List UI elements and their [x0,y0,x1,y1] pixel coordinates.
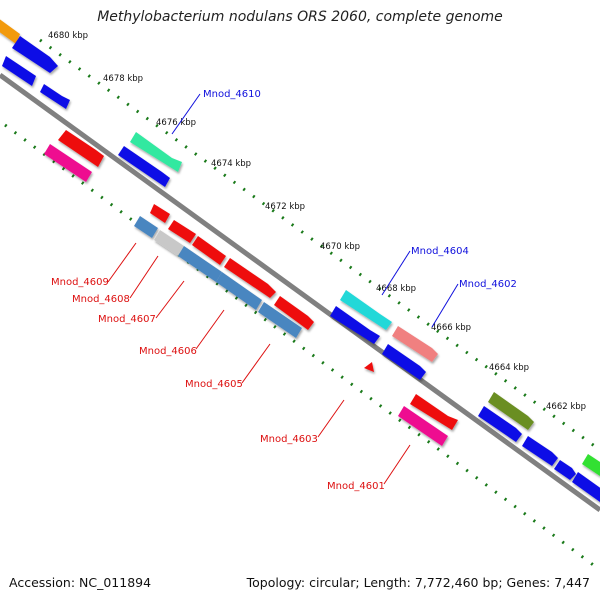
scale-label: 4664 kbp [489,363,529,373]
gene-arrow-olive [488,392,534,430]
leader-line [381,250,411,296]
scale-label: 4674 kbp [211,159,251,169]
scale-label: 4668 kbp [376,284,416,294]
gene-arrow-blue [572,472,600,502]
gene-label: Mnod_4606 [139,346,197,357]
gene-arrow-blue [330,306,380,344]
inner-scale-line [4,123,600,572]
leader-line [107,242,137,283]
gene-arrow-blue [40,84,70,109]
leader-line [129,255,159,299]
gene-label: Mnod_4602 [459,279,517,290]
leader-line [317,399,345,438]
gene-label: Mnod_4601 [327,481,385,492]
gene-arrow-magenta [44,144,92,182]
summary-text: Topology: circular; Length: 7,772,460 bp… [246,575,590,590]
gene-arrow-blue [2,56,36,86]
gene-arrow-blue [554,460,576,480]
gene-arrow-blue [118,146,170,187]
accession-text: Accession: NC_011894 [9,575,152,590]
gene-label: Mnod_4605 [185,379,243,390]
scale-label: 4670 kbp [320,242,360,252]
gene-arrow-red [168,220,196,243]
gene-arrow-blue [12,36,58,73]
genome-backbone [0,72,600,513]
gene-arrow-red [224,258,276,298]
gene-label: Mnod_4603 [260,434,318,445]
leader-line [241,343,271,384]
gene-arrow-magenta [398,406,448,446]
gene-arrow-steelblue [216,272,262,310]
gene-arrow-blue [478,406,522,442]
gene-arrow-grey [154,230,184,256]
scale-label: 4680 kbp [48,31,88,41]
leader-line [383,444,411,485]
gene-arrow-orange [0,19,20,44]
gene-arrow-blue [382,344,426,380]
scale-label: 4662 kbp [546,402,586,412]
gene-arrow-green [582,454,600,476]
gene-label: Mnod_4610 [203,89,261,100]
gene-label: Mnod_4604 [411,246,469,257]
gene-label: Mnod_4608 [72,294,130,305]
gene-label: Mnod_4607 [98,314,156,325]
gene-arrow-red [150,204,170,223]
gene-arrow-salmon [392,326,438,362]
leader-line [155,280,185,319]
gene-label: Mnod_4609 [51,277,109,288]
gene-arrow-cyan [340,290,392,330]
leader-line [195,309,225,350]
gene-arrow-steelblue [258,302,302,338]
leader-line [171,93,201,135]
gene-arrow-blue [522,436,558,466]
figure-title: Methylobacterium nodulans ORS 2060, comp… [97,9,503,25]
gene-arrow-red [364,362,374,372]
gene-arrow-red [410,394,458,430]
gene-arrow-red [58,130,104,167]
leader-line [431,283,459,328]
gene-arrow-red [274,296,314,330]
scale-label: 4676 kbp [156,118,196,128]
gene-arrow-steelblue [134,216,158,238]
gene-arrow-steelblue [178,246,222,282]
scale-label: 4672 kbp [265,202,305,212]
gene-arrow-green [130,132,182,172]
scale-label: 4666 kbp [431,323,471,333]
scale-label: 4678 kbp [103,74,143,84]
gene-arrow-red [192,236,226,265]
